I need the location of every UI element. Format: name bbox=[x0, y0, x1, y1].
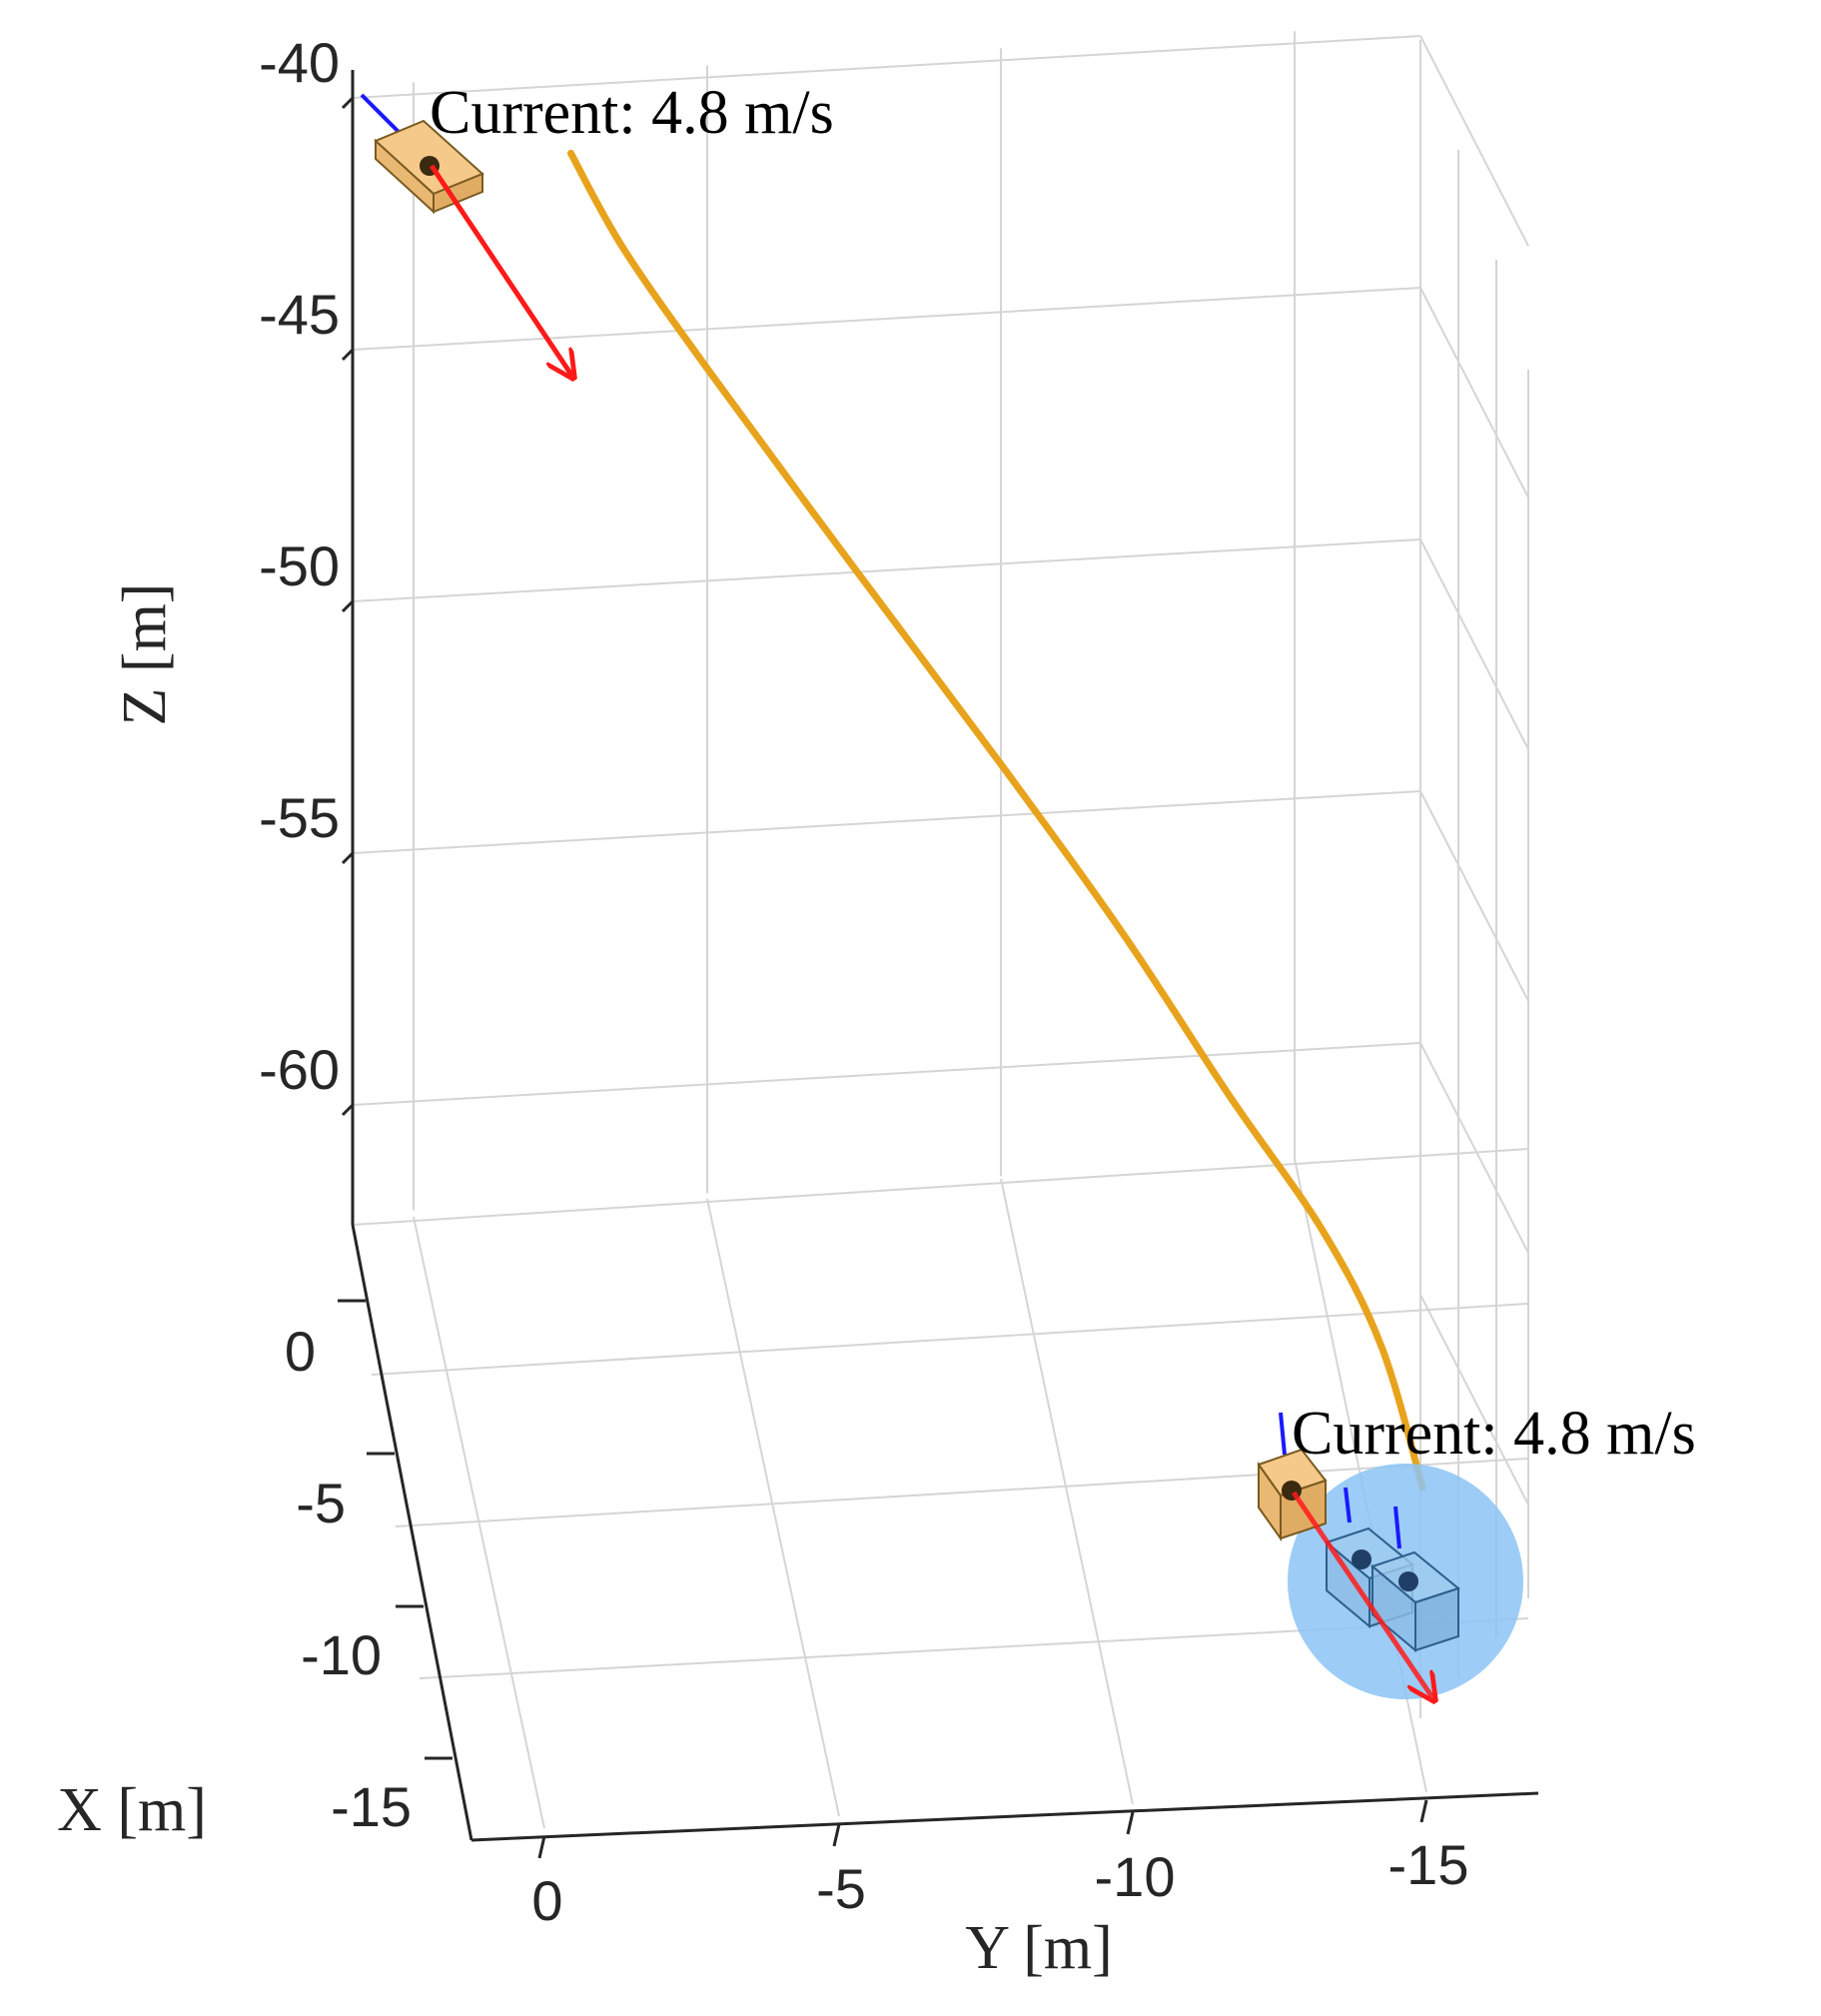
annotation-start: Current: 4.8 m/s bbox=[430, 79, 834, 147]
y-tick-label: -15 bbox=[1388, 1833, 1469, 1896]
current-arrow-end bbox=[1291, 1491, 1434, 1700]
floor-gridline bbox=[706, 1198, 840, 1817]
y-tick-label: -10 bbox=[1095, 1845, 1176, 1908]
z-tick bbox=[341, 599, 355, 613]
z-tick-label: -60 bbox=[259, 1038, 340, 1101]
side-gridline bbox=[1419, 287, 1529, 499]
y-axis-line bbox=[470, 1791, 1539, 1842]
y-axis-label: Y [m] bbox=[965, 1914, 1113, 1982]
z-tick bbox=[341, 348, 355, 362]
y-tick bbox=[1126, 1811, 1135, 1835]
z-gridline bbox=[352, 35, 1421, 99]
floor-gridline bbox=[1000, 1178, 1134, 1805]
side-gridline bbox=[1419, 1294, 1529, 1506]
z-tick-label: -45 bbox=[259, 283, 340, 346]
x-tick-label: 0 bbox=[285, 1320, 316, 1383]
z-gridline bbox=[352, 287, 1421, 351]
x-tick-label: -15 bbox=[331, 1775, 412, 1838]
side-gridline bbox=[1419, 35, 1529, 247]
current-arrow-start bbox=[429, 164, 573, 378]
floor-gridline bbox=[352, 1148, 1529, 1226]
side-gridline bbox=[1419, 538, 1529, 750]
side-gridline bbox=[1419, 790, 1529, 1002]
side-gridline bbox=[1419, 1042, 1529, 1254]
vehicle-start-box bbox=[360, 93, 484, 215]
target-ghost-box bbox=[1369, 1506, 1461, 1653]
trajectory-line bbox=[567, 149, 1426, 1492]
y-tick bbox=[537, 1835, 546, 1859]
z-axis-label: Z [m] bbox=[111, 583, 179, 726]
x-tick-label: -5 bbox=[296, 1472, 346, 1534]
x-axis-line bbox=[351, 1224, 473, 1841]
z-tick bbox=[341, 96, 355, 110]
z-gridline bbox=[352, 538, 1421, 602]
annotation-end: Current: 4.8 m/s bbox=[1292, 1400, 1696, 1468]
z-tick-label: -50 bbox=[259, 534, 340, 597]
z-tick bbox=[341, 1103, 355, 1117]
y-tick-label: -5 bbox=[816, 1857, 866, 1920]
heading-line bbox=[1279, 1412, 1287, 1456]
z-gridline bbox=[352, 1042, 1421, 1106]
floor-gridline bbox=[395, 1458, 1529, 1527]
y-tick-label: 0 bbox=[531, 1869, 562, 1932]
x-axis-label: X [m] bbox=[57, 1776, 207, 1844]
z-tick-label: -55 bbox=[259, 786, 340, 849]
z-tick bbox=[341, 851, 355, 865]
axes bbox=[338, 70, 1539, 1859]
heading-line bbox=[360, 93, 405, 138]
x-tick-label: -10 bbox=[301, 1623, 382, 1686]
z-gridline bbox=[352, 790, 1421, 854]
y-tick bbox=[832, 1823, 841, 1847]
z-tick-label: -40 bbox=[259, 31, 340, 94]
floor-gridline bbox=[413, 1216, 545, 1829]
floor-gridline bbox=[371, 1303, 1529, 1376]
y-tick bbox=[1419, 1799, 1428, 1823]
